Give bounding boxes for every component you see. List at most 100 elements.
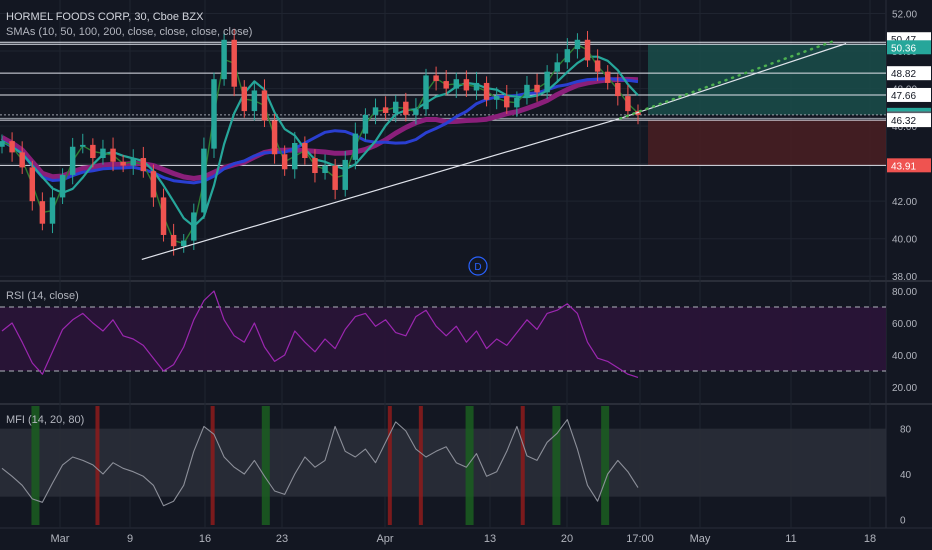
symbol-legend: HORMEL FOODS CORP, 30, Cboe BZX	[6, 10, 203, 24]
level-label: 47.66	[891, 91, 916, 102]
level-label-box	[887, 158, 931, 173]
candle-body	[19, 152, 25, 168]
candle-body	[0, 141, 5, 147]
candle-body	[9, 141, 15, 153]
candle-body	[69, 146, 76, 175]
candle-body	[493, 96, 500, 100]
x-tick-label: 20	[561, 533, 573, 545]
x-tick-label: 17:00	[626, 533, 654, 545]
candle-body	[352, 133, 359, 160]
mfi-line	[1, 419, 639, 507]
price-tick-label: 38.00	[892, 272, 917, 283]
mfi-overbought-marker	[95, 406, 100, 525]
candle-body	[362, 114, 369, 134]
candle-body	[49, 197, 56, 224]
x-tick-label: 16	[199, 533, 211, 545]
candle-body	[312, 158, 318, 174]
symbol-title: HORMEL FOODS CORP, 30, Cboe BZX	[6, 11, 204, 23]
candle-body	[160, 197, 167, 235]
candle-body	[29, 167, 36, 202]
rsi-tick-label: 80.00	[892, 287, 917, 298]
level-label: 50.36	[891, 43, 916, 54]
candle-body	[483, 82, 490, 100]
candle-body	[191, 212, 197, 241]
candle-body	[423, 75, 429, 110]
x-tick-label: 23	[276, 533, 288, 545]
candle-body	[615, 82, 621, 97]
candle-body	[140, 158, 147, 172]
candle-body	[201, 148, 207, 213]
x-tick-label: 9	[127, 533, 133, 545]
level-label-box	[887, 66, 931, 81]
candle-body	[403, 101, 409, 115]
mfi-overbought-marker	[210, 406, 215, 525]
candle-body	[110, 148, 116, 162]
mfi-oversold-marker	[601, 406, 610, 525]
candle-body	[180, 240, 187, 247]
candle-body	[524, 84, 530, 98]
event-marker-label: D	[474, 262, 481, 273]
sma-legend: SMAs (10, 50, 100, 200, close, close, cl…	[6, 26, 253, 38]
candle-body	[604, 71, 611, 83]
level-label: 48.82	[891, 69, 916, 80]
sma10-line	[1, 43, 639, 245]
candle-body	[584, 39, 591, 61]
level-label: 43.91	[891, 161, 916, 172]
candle-body	[392, 101, 399, 113]
rsi-band-fill	[0, 307, 886, 371]
candle-body	[625, 96, 631, 112]
rsi-tick-label: 60.00	[892, 319, 917, 330]
candle-body	[554, 62, 560, 72]
candle-body	[433, 75, 439, 82]
candle-body	[261, 90, 268, 121]
x-tick-label: Mar	[51, 533, 70, 545]
level-label-box	[887, 87, 931, 102]
target-zone	[648, 44, 886, 115]
candle-body	[564, 49, 571, 63]
candle-body	[211, 79, 217, 149]
event-marker-circle	[468, 256, 488, 276]
mfi-oversold-marker	[261, 406, 270, 525]
sma200-line	[0, 76, 639, 181]
candle-body	[473, 82, 480, 91]
candle-body	[100, 148, 106, 159]
candle-body	[120, 161, 126, 166]
candle-body	[443, 81, 449, 89]
x-tick-label: May	[690, 533, 711, 545]
candle-body	[382, 107, 389, 113]
rsi-tick-label: 40.00	[892, 351, 917, 362]
candle-body	[292, 143, 298, 170]
candle-body	[544, 71, 550, 93]
level-label-box	[887, 113, 931, 128]
candle-body	[372, 107, 379, 115]
candle-body	[241, 86, 248, 112]
candle-body	[251, 90, 258, 112]
candle-body	[514, 97, 520, 108]
level-label-box	[887, 40, 931, 55]
candle-body	[150, 171, 157, 198]
x-tick-label: 13	[484, 533, 496, 545]
candle-body	[221, 39, 227, 80]
candle-body	[170, 234, 177, 247]
candle-body	[534, 84, 540, 93]
mfi-overbought-marker	[418, 406, 423, 525]
candle-body	[574, 39, 581, 50]
rsi-legend: RSI (14, close)	[6, 290, 79, 302]
candle-body	[39, 201, 46, 224]
mfi-overbought-marker	[387, 406, 392, 525]
x-tick-label: Apr	[376, 533, 393, 545]
mfi-tick-label: 0	[900, 515, 906, 526]
rsi-line	[1, 290, 639, 378]
candle-body	[463, 79, 470, 91]
candle-body	[130, 158, 136, 166]
x-tick-label: 18	[864, 533, 876, 545]
price-tick-label: 42.00	[892, 197, 917, 208]
sma50-line	[1, 55, 639, 228]
rsi-tick-label: 20.00	[892, 383, 917, 394]
candle-body	[90, 144, 96, 159]
candle-body	[59, 174, 66, 198]
candle-body	[332, 165, 338, 190]
x-tick-label: 11	[785, 533, 796, 545]
event-marker-icon	[468, 256, 488, 276]
